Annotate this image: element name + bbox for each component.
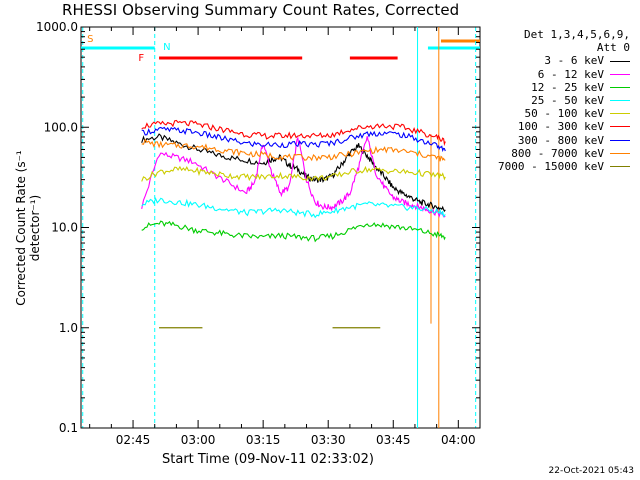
legend-rows: 3 - 6 keV 6 - 12 keV 12 - 25 keV 25 - 50 ke… <box>484 54 634 173</box>
legend-entry: 800 - 7000 keV <box>484 147 634 160</box>
series-line-4 <box>141 165 446 182</box>
y-tick-label: 1.0 <box>59 321 78 335</box>
y-tick-label: 100.0 <box>44 120 78 134</box>
legend-swatch <box>610 139 630 141</box>
y-tick-label: 0.1 <box>59 421 78 435</box>
legend-entry-label: 50 - 100 keV <box>524 107 604 121</box>
ticks-layer: 0.1 1.0 10.0 100.0 1000.0 02:45 03:00 03:15 03:3… <box>36 20 480 447</box>
flag-label-F: F <box>138 53 144 64</box>
legend-swatch <box>610 73 630 75</box>
legend-entry: 3 - 6 keV <box>484 54 634 67</box>
plot-border <box>80 26 481 429</box>
legend-header-detectors: Det 1,3,4,5,6,9, <box>524 28 630 41</box>
legend-entry-label: 6 - 12 keV <box>537 67 604 81</box>
y-tick-label: 10.0 <box>51 221 78 235</box>
series-line-5 <box>141 119 446 147</box>
x-tick-label: 02:45 <box>116 433 151 447</box>
legend-entry-label: 800 - 7000 keV <box>511 146 604 160</box>
legend-entry-label: 7000 - 15000 keV <box>498 159 604 173</box>
series-line-2 <box>141 220 446 243</box>
series-line-0 <box>141 133 446 213</box>
x-tick-label: 03:15 <box>246 433 281 447</box>
legend-entry-label: 100 - 300 keV <box>517 120 604 134</box>
x-tick-label: 04:00 <box>441 433 476 447</box>
legend-swatch <box>610 126 630 128</box>
footer-timestamp: 22-Oct-2021 05:43 <box>548 466 634 476</box>
legend-entry: 100 - 300 keV <box>484 120 634 133</box>
x-axis-label: Start Time (09-Nov-11 02:33:02) <box>162 452 374 467</box>
legend-entry-label: 25 - 50 keV <box>531 93 604 107</box>
legend-header-attenuator: Att 0 <box>596 41 630 55</box>
legend: Det 1,3,4,5,6,9, Att 0 3 - 6 keV 6 - 12 k… <box>484 28 634 173</box>
legend-entry: 25 - 50 keV <box>484 94 634 107</box>
plot-frame <box>80 26 481 429</box>
series-line-6 <box>141 126 446 153</box>
legend-entry-label: 300 - 800 keV <box>517 133 604 147</box>
x-tick-label: 03:45 <box>376 433 411 447</box>
legend-entry: 12 - 25 keV <box>484 81 634 94</box>
legend-swatch <box>610 100 630 102</box>
legend-entry: 7000 - 15000 keV <box>484 160 634 173</box>
legend-entry: 50 - 100 keV <box>484 107 634 120</box>
flag-label-N: N <box>163 42 170 53</box>
legend-entry-label: 12 - 25 keV <box>531 80 604 94</box>
flag-label-S: S <box>87 34 93 45</box>
series-line-7 <box>141 138 446 162</box>
series-line-3 <box>141 196 446 219</box>
series-line-1 <box>141 136 446 219</box>
legend-entry: 6 - 12 keV <box>484 68 634 81</box>
legend-swatch <box>610 113 630 115</box>
legend-entry: 300 - 800 keV <box>484 134 634 147</box>
legend-swatch <box>610 60 630 62</box>
series-layer <box>141 119 446 329</box>
x-tick-label: 03:00 <box>181 433 216 447</box>
y-axis-label: Corrected Count Rate (s⁻¹ detector⁻¹) <box>14 150 42 306</box>
legend-entry-label: 3 - 6 keV <box>544 54 604 68</box>
legend-swatch <box>610 166 630 167</box>
legend-swatch <box>610 86 630 88</box>
legend-swatch <box>610 152 630 154</box>
chart-title: RHESSI Observing Summary Count Rates, Co… <box>62 1 460 19</box>
y-tick-label: 1000.0 <box>36 20 78 34</box>
flags-layer: S N F <box>81 27 480 428</box>
x-tick-label: 03:30 <box>311 433 346 447</box>
